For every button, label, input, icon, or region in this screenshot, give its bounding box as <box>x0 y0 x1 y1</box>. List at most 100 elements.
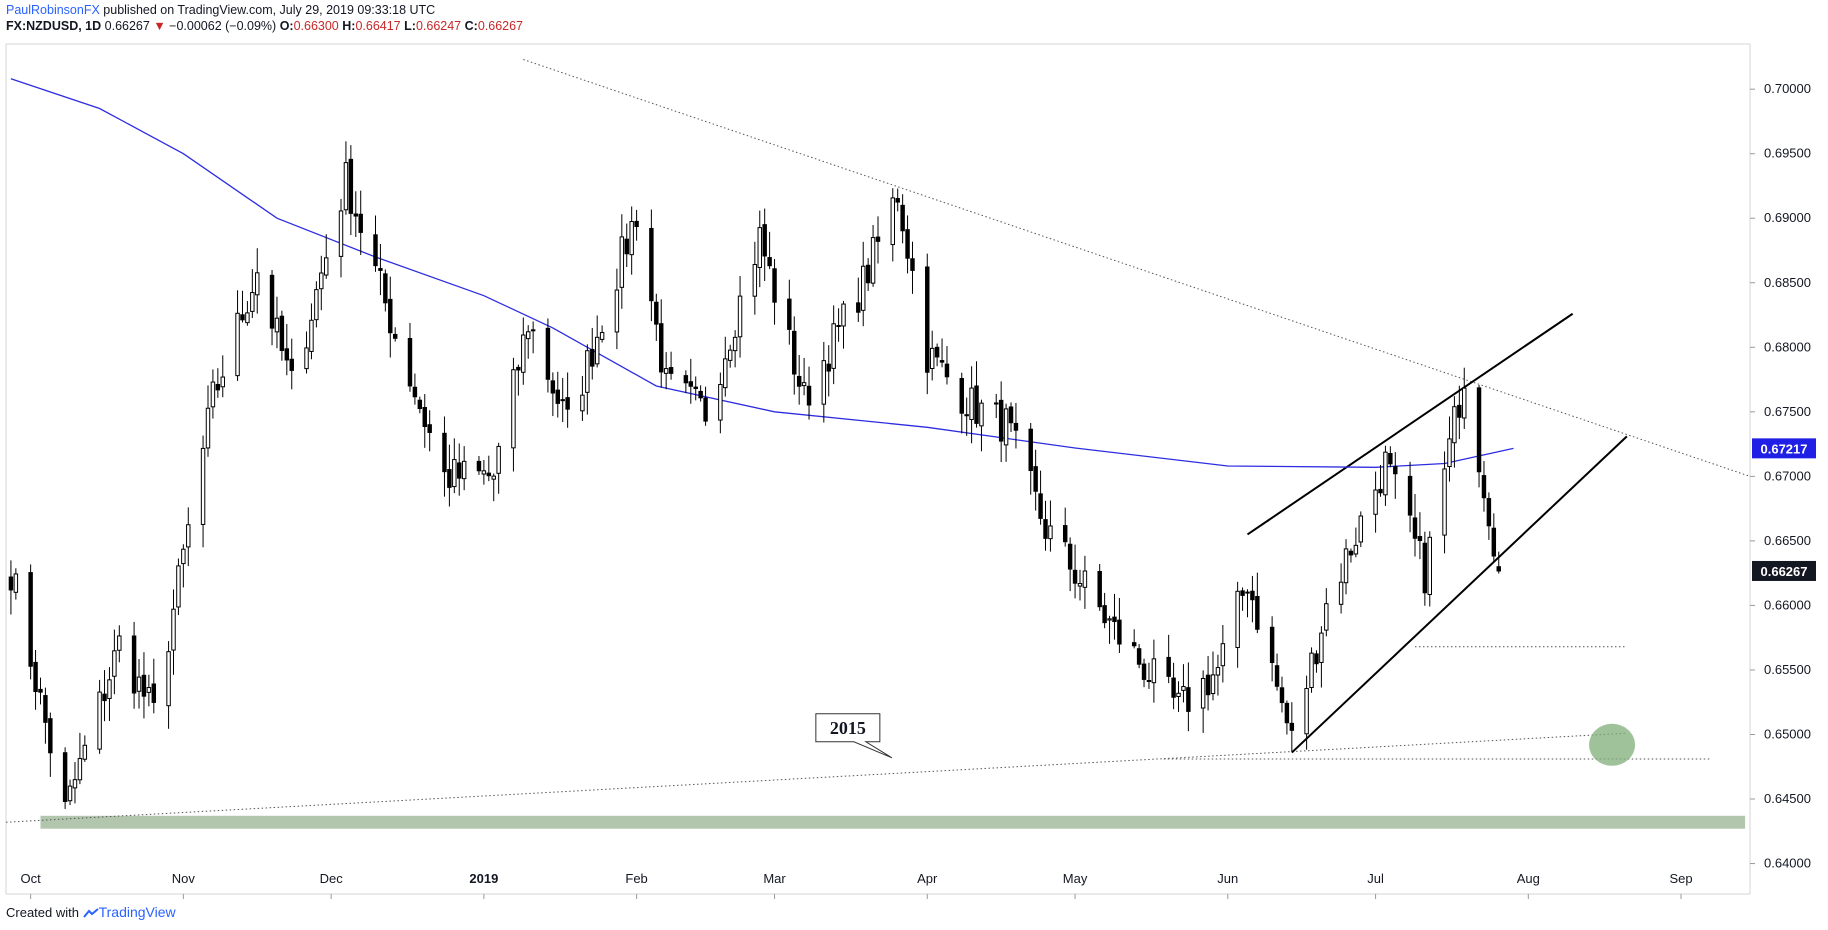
candle-body <box>146 687 152 693</box>
candle-body <box>486 472 492 477</box>
x-tick-label: Mar <box>763 871 786 886</box>
y-tick-label: 0.70000 <box>1764 81 1811 96</box>
candle-body <box>235 312 240 377</box>
candle-body <box>107 679 112 700</box>
low-value: 0.66247 <box>415 19 462 33</box>
down-arrow-icon: ▼ <box>153 19 166 33</box>
candle <box>905 215 910 274</box>
candle <box>1393 452 1398 499</box>
candle <box>1043 500 1048 551</box>
candle <box>97 679 102 754</box>
candle <box>703 386 708 426</box>
candle-body <box>624 238 629 255</box>
candle <box>304 331 309 374</box>
candle <box>1067 537 1073 592</box>
price-axis[interactable]: 0.70000 0.69500 0.69000 0.68500 0.68000 0.675… <box>1750 81 1811 871</box>
candle <box>1284 700 1290 735</box>
candle-body <box>511 369 516 449</box>
x-tick-label: Jun <box>1217 871 1238 886</box>
candle <box>1181 664 1186 703</box>
x-tick-label: Nov <box>172 871 196 886</box>
candle-body <box>33 661 38 693</box>
last-price: 0.66267 <box>104 19 150 33</box>
candle <box>910 241 915 294</box>
callout-box <box>815 713 893 759</box>
symbol-label[interactable]: FX:NZDUSD, 1D <box>6 19 102 33</box>
candle-body <box>1235 590 1240 649</box>
candle-body <box>442 432 447 473</box>
candle-body <box>1028 428 1033 472</box>
candle <box>1003 403 1009 462</box>
candle <box>442 416 447 497</box>
candle <box>634 209 639 241</box>
candle <box>865 258 871 291</box>
created-with-label: Created with <box>6 905 79 920</box>
candle-body <box>481 470 487 475</box>
time-axis[interactable]: Oct Nov Dec 2019 Feb Mar Apr May Jun Jul Aug Sep <box>6 871 1750 899</box>
candle-body <box>723 358 728 389</box>
x-tick-label: Apr <box>917 871 938 886</box>
candle <box>1097 564 1102 611</box>
candle-body <box>944 363 950 378</box>
candle-body <box>1309 652 1314 688</box>
candle-body <box>659 323 664 373</box>
candle-body <box>38 688 43 693</box>
candle-body <box>1210 674 1216 695</box>
candle-body <box>964 414 969 417</box>
callout-text: 2015 <box>830 718 866 738</box>
candle <box>979 399 984 452</box>
candle <box>319 255 324 311</box>
candle <box>289 338 294 390</box>
candle <box>1077 569 1083 601</box>
candle <box>772 259 777 325</box>
candle <box>1412 494 1418 557</box>
candle <box>1491 513 1497 561</box>
y-tick-label: 0.69500 <box>1764 146 1811 161</box>
candle <box>1250 575 1255 623</box>
candle <box>112 629 117 695</box>
candle-body <box>314 289 319 321</box>
candle <box>417 396 423 414</box>
candle <box>959 372 964 434</box>
trendline-3 <box>1246 312 1574 536</box>
candle <box>1343 539 1349 595</box>
close-label: C: <box>464 19 478 33</box>
candle-body <box>1255 596 1260 630</box>
candle-body <box>900 204 905 232</box>
candle <box>33 649 38 710</box>
support-zone-layer <box>40 815 1746 829</box>
candle <box>373 215 378 272</box>
candle <box>1319 626 1324 688</box>
candle <box>732 330 738 368</box>
tradingview-brand[interactable]: TradingView <box>98 904 176 920</box>
candle <box>1072 544 1078 599</box>
candle-body <box>688 381 694 387</box>
candle <box>929 330 935 381</box>
candle-body <box>772 268 777 303</box>
candle <box>245 301 250 326</box>
candle-body <box>599 332 605 340</box>
candle-body <box>1378 488 1383 494</box>
candle-body <box>939 360 945 363</box>
author-link[interactable]: PaulRobinsonFX <box>6 3 100 17</box>
candle <box>309 303 314 360</box>
candle-body <box>1348 550 1354 556</box>
candle-body <box>1422 542 1428 594</box>
high-label: H: <box>342 19 356 33</box>
candle-body <box>1067 543 1073 570</box>
candle <box>525 325 531 359</box>
candle-body <box>619 236 625 288</box>
candle <box>343 141 349 215</box>
candle-body <box>1215 667 1221 676</box>
x-tick-label: Jul <box>1367 871 1384 886</box>
candle-body <box>929 347 935 370</box>
candle <box>348 145 354 236</box>
candle-body <box>412 386 418 398</box>
candle-body <box>319 272 324 290</box>
candle-body <box>383 273 388 304</box>
candle-body <box>48 718 53 754</box>
candle <box>659 299 664 388</box>
candle <box>1447 416 1452 482</box>
candle <box>43 687 48 744</box>
